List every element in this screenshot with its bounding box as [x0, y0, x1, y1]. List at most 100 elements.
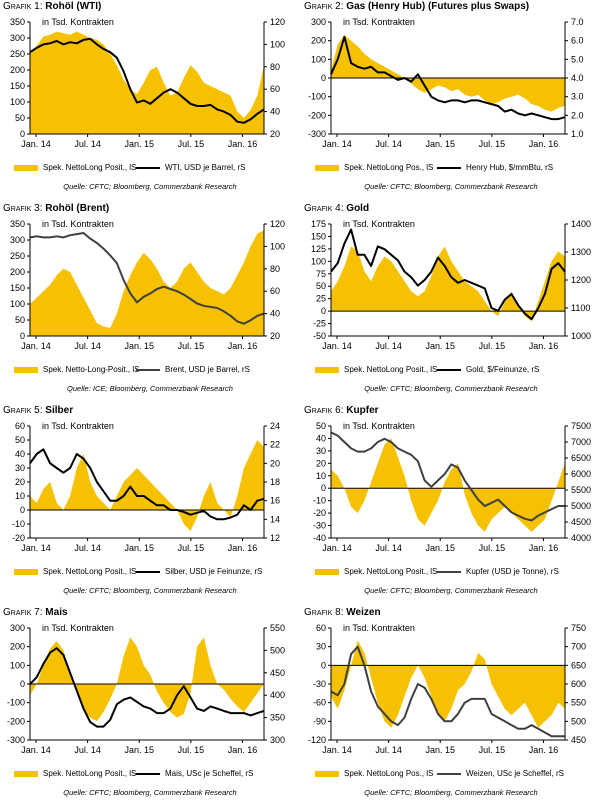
legend-label-line: Gold, $/Feinunze, rS [466, 365, 540, 374]
y-right-tick-label: 22 [270, 440, 280, 450]
legend-item-line: Kupfer (USD je Tonne), rS [437, 567, 559, 576]
legend-label-line: Silber, USD je Feinunze, rS [165, 567, 263, 576]
y-left-tick-label: -30 [313, 679, 326, 689]
y-left-tick-label: -300 [308, 129, 326, 139]
area-series [30, 230, 264, 336]
panel-number: Grafik 1: [3, 1, 43, 12]
legend-swatch-area [14, 770, 38, 777]
y-left-tick-label: 150 [10, 283, 25, 293]
x-tick-label: Jan. 16 [529, 745, 559, 755]
unit-label: in Tsd. Kontrakten [343, 421, 415, 431]
x-tick-label: Jan. 14 [322, 341, 352, 351]
x-tick-label: Jan. 16 [228, 139, 258, 149]
chart-title: Kupfer [346, 405, 379, 416]
chart-svg: -20 -10 0 10 20 30 40 50 60 12 14 16 18 20 22 24 Jan. 14… [12, 421, 280, 553]
legend-swatch-area [14, 366, 38, 373]
y-right-tick-label: 6.0 [571, 36, 584, 46]
y-left-tick-label: -200 [308, 110, 326, 120]
chart-title: Weizen [346, 607, 381, 618]
y-left-tick-label: 60 [15, 421, 25, 431]
x-tick-label: Jan. 15 [124, 745, 154, 755]
x-tick-label: Jul. 15 [178, 139, 205, 149]
panel-title: Grafik 5: Silber [3, 405, 73, 416]
area-series [331, 438, 565, 532]
y-right-tick-label: 12 [270, 533, 280, 543]
y-left-tick-label: -120 [308, 735, 326, 745]
legend-swatch-line [136, 368, 160, 371]
chart-source: Quelle: CFTC; Bloomberg, Commerzbank Res… [63, 182, 237, 191]
y-right-tick-label: 20 [270, 129, 280, 139]
y-left-tick-label: 150 [311, 231, 326, 241]
x-tick-label: Jul. 14 [375, 341, 402, 351]
y-left-tick-label: 25 [316, 294, 326, 304]
legend-label-area: Spek. NettoLong Posit., lS [43, 769, 137, 778]
y-right-tick-label: 24 [270, 421, 280, 431]
y-left-tick-label: 200 [10, 642, 25, 652]
legend-item-area: Spek. NettoLong Pos., lS [315, 769, 433, 778]
y-left-tick-label: 75 [316, 269, 326, 279]
x-tick-label: Jan. 16 [228, 341, 258, 351]
chart-title: Rohöl (Brent) [45, 203, 110, 214]
y-right-tick-label: 20 [270, 458, 280, 468]
y-left-tick-label: 100 [311, 256, 326, 266]
legend-item-line: Henry Hub, $/mmBtu, rS [437, 163, 553, 172]
chart-source: Quelle: ICE; Bloomberg, Commerzbank Rese… [67, 384, 233, 393]
unit-label: in Tsd. Kontrakten [42, 623, 114, 633]
panel-title: Grafik 1: Rohöl (WTI) [3, 1, 101, 12]
unit-label: in Tsd. Kontrakten [343, 219, 415, 229]
y-right-tick-label: 100 [270, 39, 285, 49]
chart-panel-6: Grafik 6: Kupfer -40 -30 -20 -10 0 10 20 30 40 50 4… [301, 404, 601, 606]
y-left-tick-label: 150 [10, 81, 25, 91]
x-tick-label: Jul. 15 [178, 745, 205, 755]
legend-swatch-area [14, 568, 38, 575]
legend-label-line: Brent, USD je Barrel, rS [165, 365, 250, 374]
y-left-tick-label: -20 [12, 533, 25, 543]
chart-panel-4: Grafik 4: Gold -50 -25 0 25 50 75 100 125 150 175 1… [301, 202, 601, 404]
x-tick-label: Jan. 16 [529, 139, 559, 149]
legend-label-area: Spek. NettoLong Posit., lS [344, 365, 438, 374]
x-tick-label: Jan. 15 [124, 543, 154, 553]
y-left-tick-label: 100 [311, 54, 326, 64]
panel-title: Grafik 7: Mais [3, 607, 68, 618]
area-series [331, 35, 565, 112]
y-left-tick-label: 300 [10, 235, 25, 245]
legend-swatch-area [315, 366, 339, 373]
legend-label-line: Mais, USc je Scheffel, rS [165, 769, 254, 778]
y-left-tick-label: -200 [7, 716, 25, 726]
x-tick-label: Jan. 15 [425, 745, 455, 755]
line-series [330, 228, 566, 321]
y-right-tick-label: 3.0 [571, 92, 584, 102]
chart-source: Quelle: CFTC; Bloomberg, Commerzbank Res… [63, 788, 237, 797]
panel-title: Grafik 6: Kupfer [304, 405, 379, 416]
legend-item-area: Spek. NettoLong Posit., lS [14, 163, 136, 172]
chart-panel-3: Grafik 3: Rohöl (Brent) 0 50 100 150 200 250 30… [0, 202, 300, 404]
chart-svg: -300 -200 -100 0 100 200 300 1.0 2.0 3.0 4.0 5.0 6.0… [308, 17, 584, 149]
y-right-tick-label: 400 [270, 690, 285, 700]
y-right-tick-label: 120 [270, 219, 285, 229]
legend-item-line: Weizen, USc je Scheffel, rS [437, 769, 564, 778]
y-right-tick-label: 4000 [571, 533, 591, 543]
y-left-tick-label: -90 [313, 716, 326, 726]
legend-label-line: Henry Hub, $/mmBtu, rS [466, 163, 554, 172]
y-left-tick-label: 50 [15, 435, 25, 445]
x-tick-label: Jan. 14 [322, 139, 352, 149]
line-series [29, 232, 265, 325]
y-right-tick-label: 60 [270, 84, 280, 94]
y-left-tick-label: 0 [20, 679, 25, 689]
chart-title: Mais [45, 607, 68, 618]
chart-svg: 0 50 100 150 200 250 300 350 20 40 60 80 100 120 Jan. … [10, 17, 285, 149]
y-left-tick-label: 40 [316, 433, 326, 443]
y-right-tick-label: 6500 [571, 453, 591, 463]
legend-swatch-line [437, 772, 461, 775]
chart-source: Quelle: CFTC; Bloomberg, Commerzbank Res… [364, 586, 538, 595]
y-left-tick-label: 0 [321, 660, 326, 670]
x-tick-label: Jan. 16 [228, 543, 258, 553]
y-right-tick-label: 1400 [571, 219, 591, 229]
chart-title: Rohöl (WTI) [45, 1, 102, 12]
y-left-tick-label: 200 [10, 267, 25, 277]
legend-swatch-line [437, 368, 461, 371]
y-right-tick-label: 16 [270, 496, 280, 506]
area-series [331, 246, 565, 322]
area-series [30, 440, 264, 531]
y-right-tick-label: 5000 [571, 501, 591, 511]
